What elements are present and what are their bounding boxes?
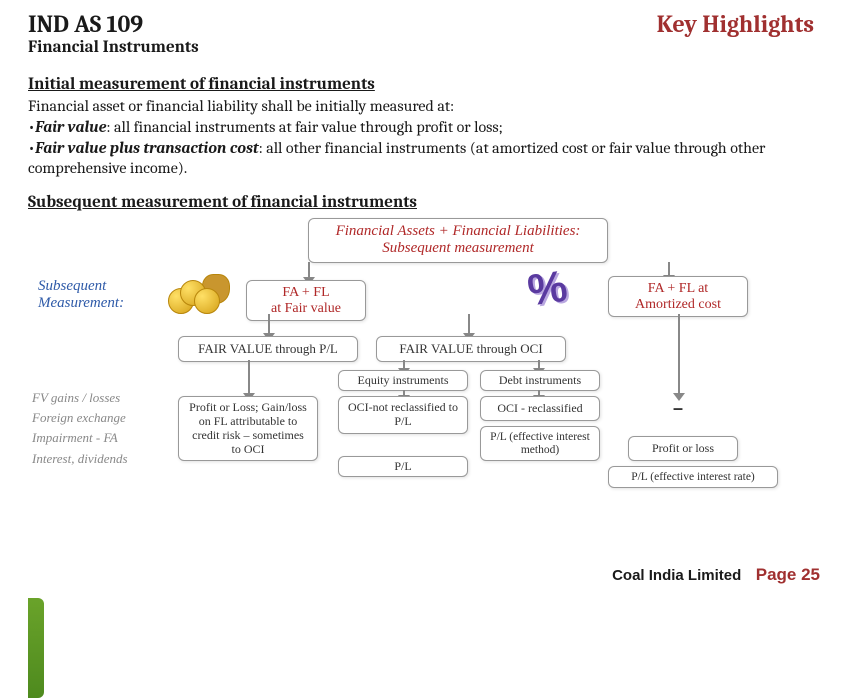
oci-reclassified-box: OCI - reclassified: [480, 396, 600, 421]
fv-through-oci-box: FAIR VALUE through OCI: [376, 336, 566, 362]
header-left: IND AS 109 Financial Instruments: [28, 10, 199, 57]
diagram-header-line2: Subsequent measurement: [317, 240, 599, 257]
bullet1-rest: : all financial instruments at fair valu…: [106, 118, 503, 136]
dash-placeholder: –: [638, 398, 718, 416]
arrow-icon: [403, 360, 405, 369]
bullet1-emph: Fair value: [35, 118, 106, 136]
footer-page-number: Page 25: [756, 565, 820, 584]
footer-company: Coal India Limited: [612, 567, 741, 584]
amort-effective-rate-box: P/L (effective interest rate): [608, 466, 778, 488]
pl-box: P/L: [338, 456, 468, 477]
slide-header: IND AS 109 Financial Instruments Key Hig…: [0, 0, 842, 57]
title-main: IND AS 109: [28, 10, 199, 38]
bullet2-emph: Fair value plus transaction cost: [35, 139, 259, 157]
arrow-icon: [268, 314, 270, 334]
decorative-green-band: [28, 598, 44, 698]
amort-profit-loss-box: Profit or loss: [628, 436, 738, 461]
debt-instruments-box: Debt instruments: [480, 370, 600, 391]
amortized-cost-box: FA + FL atAmortized cost: [608, 276, 748, 317]
fv-through-pl-box: FAIR VALUE through P/L: [178, 336, 358, 362]
diagram-area: Financial Assets + Financial Liabilities…: [28, 218, 814, 518]
arrow-icon: [248, 360, 250, 394]
bullet-2: •Fair value plus transaction cost: all o…: [28, 138, 814, 180]
coins-icon: [168, 270, 228, 316]
equity-instruments-box: Equity instruments: [338, 370, 468, 391]
pl-detail-box: Profit or Loss; Gain/loss on FL attribut…: [178, 396, 318, 461]
sidebar-notes: FV gains / lossesForeign exchangeImpairm…: [32, 388, 162, 469]
percent-icon: %: [525, 262, 571, 317]
section1-intro: Financial asset or financial liability s…: [28, 96, 814, 117]
arrow-icon: [308, 262, 310, 278]
arrow-icon: [678, 314, 680, 394]
arrow-icon: [668, 262, 670, 276]
title-right: Key Highlights: [657, 10, 814, 38]
subsequent-label: Subsequent Measurement:: [38, 278, 148, 311]
title-subtitle: Financial Instruments: [28, 38, 199, 57]
content-body: Initial measurement of financial instrum…: [0, 57, 842, 518]
arrow-icon: [538, 360, 540, 369]
diagram-header-box: Financial Assets + Financial Liabilities…: [308, 218, 608, 263]
diagram-header-line1: Financial Assets + Financial Liabilities…: [317, 223, 599, 240]
oci-not-reclassified-box: OCI-not reclassified to P/L: [338, 396, 468, 434]
bullet-1: •Fair value: all financial instruments a…: [28, 117, 814, 138]
fair-value-box: FA + FLat Fair value: [246, 280, 366, 321]
section2-heading: Subsequent measurement of financial inst…: [28, 193, 814, 212]
pl-effective-interest-box: P/L (effective interest method): [480, 426, 600, 461]
footer: Coal India Limited Page 25: [612, 565, 820, 585]
arrow-icon: [468, 314, 470, 334]
section1-heading: Initial measurement of financial instrum…: [28, 75, 814, 94]
